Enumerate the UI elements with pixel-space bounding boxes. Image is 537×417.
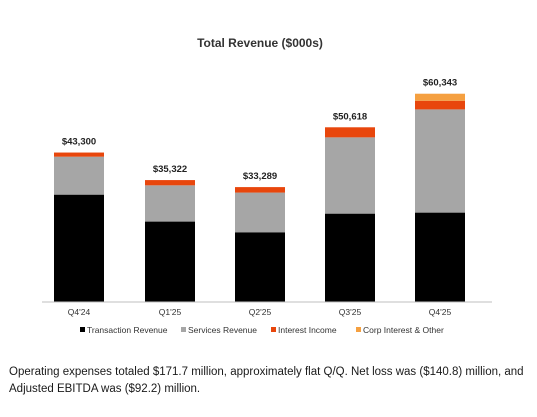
total-label-q1-25: $35,322 [153,164,187,175]
bar-transaction-revenue-q3-25 [325,213,375,302]
x-tick-label-q1-25: Q1'25 [159,307,182,317]
chart-title: Total Revenue ($000s) [197,36,323,50]
total-label-q3-25: $50,618 [333,111,367,122]
bar-interest-income-q1-25 [145,180,195,186]
summary-caption: Operating expenses totaled $171.7 millio… [9,366,524,395]
legend-label-corp-interest-and-other: Corp Interest & Other [363,325,444,335]
total-label-q2-25: $33,289 [243,171,277,182]
x-tick-label-q3-25: Q3'25 [339,307,362,317]
bar-services-revenue-q4-24 [54,156,104,195]
x-tick-label-q4-24: Q4'24 [68,307,91,317]
legend-swatch-transaction-revenue [80,327,85,332]
chart-legend: Transaction Revenue Services Revenue Inter… [80,325,444,335]
total-label-q4-24: $43,300 [62,137,96,148]
legend-swatch-services-revenue [181,327,186,332]
legend-label-transaction-revenue: Transaction Revenue [87,325,168,335]
x-axis-ticks: Q4'24 Q1'25 Q2'25 Q3'25 Q4'25 [68,307,452,317]
bar-interest-income-q2-25 [235,187,285,193]
bar-transaction-revenue-q1-25 [145,221,195,302]
bar-transaction-revenue-q4-24 [54,194,104,302]
revenue-chart: Total Revenue ($000s) $43,300 $35,322 $33,… [42,36,492,335]
x-tick-label-q4-25: Q4'25 [429,307,452,317]
bar-services-revenue-q2-25 [235,192,285,233]
legend-swatch-corp-interest-and-other [356,327,361,332]
bar-interest-income-q3-25 [325,127,375,138]
bar-interest-income-q4-24 [54,152,104,157]
bar-services-revenue-q3-25 [325,137,375,214]
x-tick-label-q2-25: Q2'25 [249,307,272,317]
bar-interest-income-q4-25 [415,100,465,110]
bar-corp-interest-and-other-q4-25 [415,93,465,101]
bars-layer: $43,300 $35,322 $33,289 $50,618 $60,343 [54,78,465,302]
legend-label-interest-income: Interest Income [278,325,337,335]
total-label-q4-25: $60,343 [423,78,457,89]
bar-services-revenue-q1-25 [145,185,195,222]
bar-transaction-revenue-q4-25 [415,212,465,302]
bar-transaction-revenue-q2-25 [235,232,285,302]
legend-swatch-interest-income [271,327,276,332]
legend-label-services-revenue: Services Revenue [188,325,257,335]
bar-services-revenue-q4-25 [415,109,465,213]
